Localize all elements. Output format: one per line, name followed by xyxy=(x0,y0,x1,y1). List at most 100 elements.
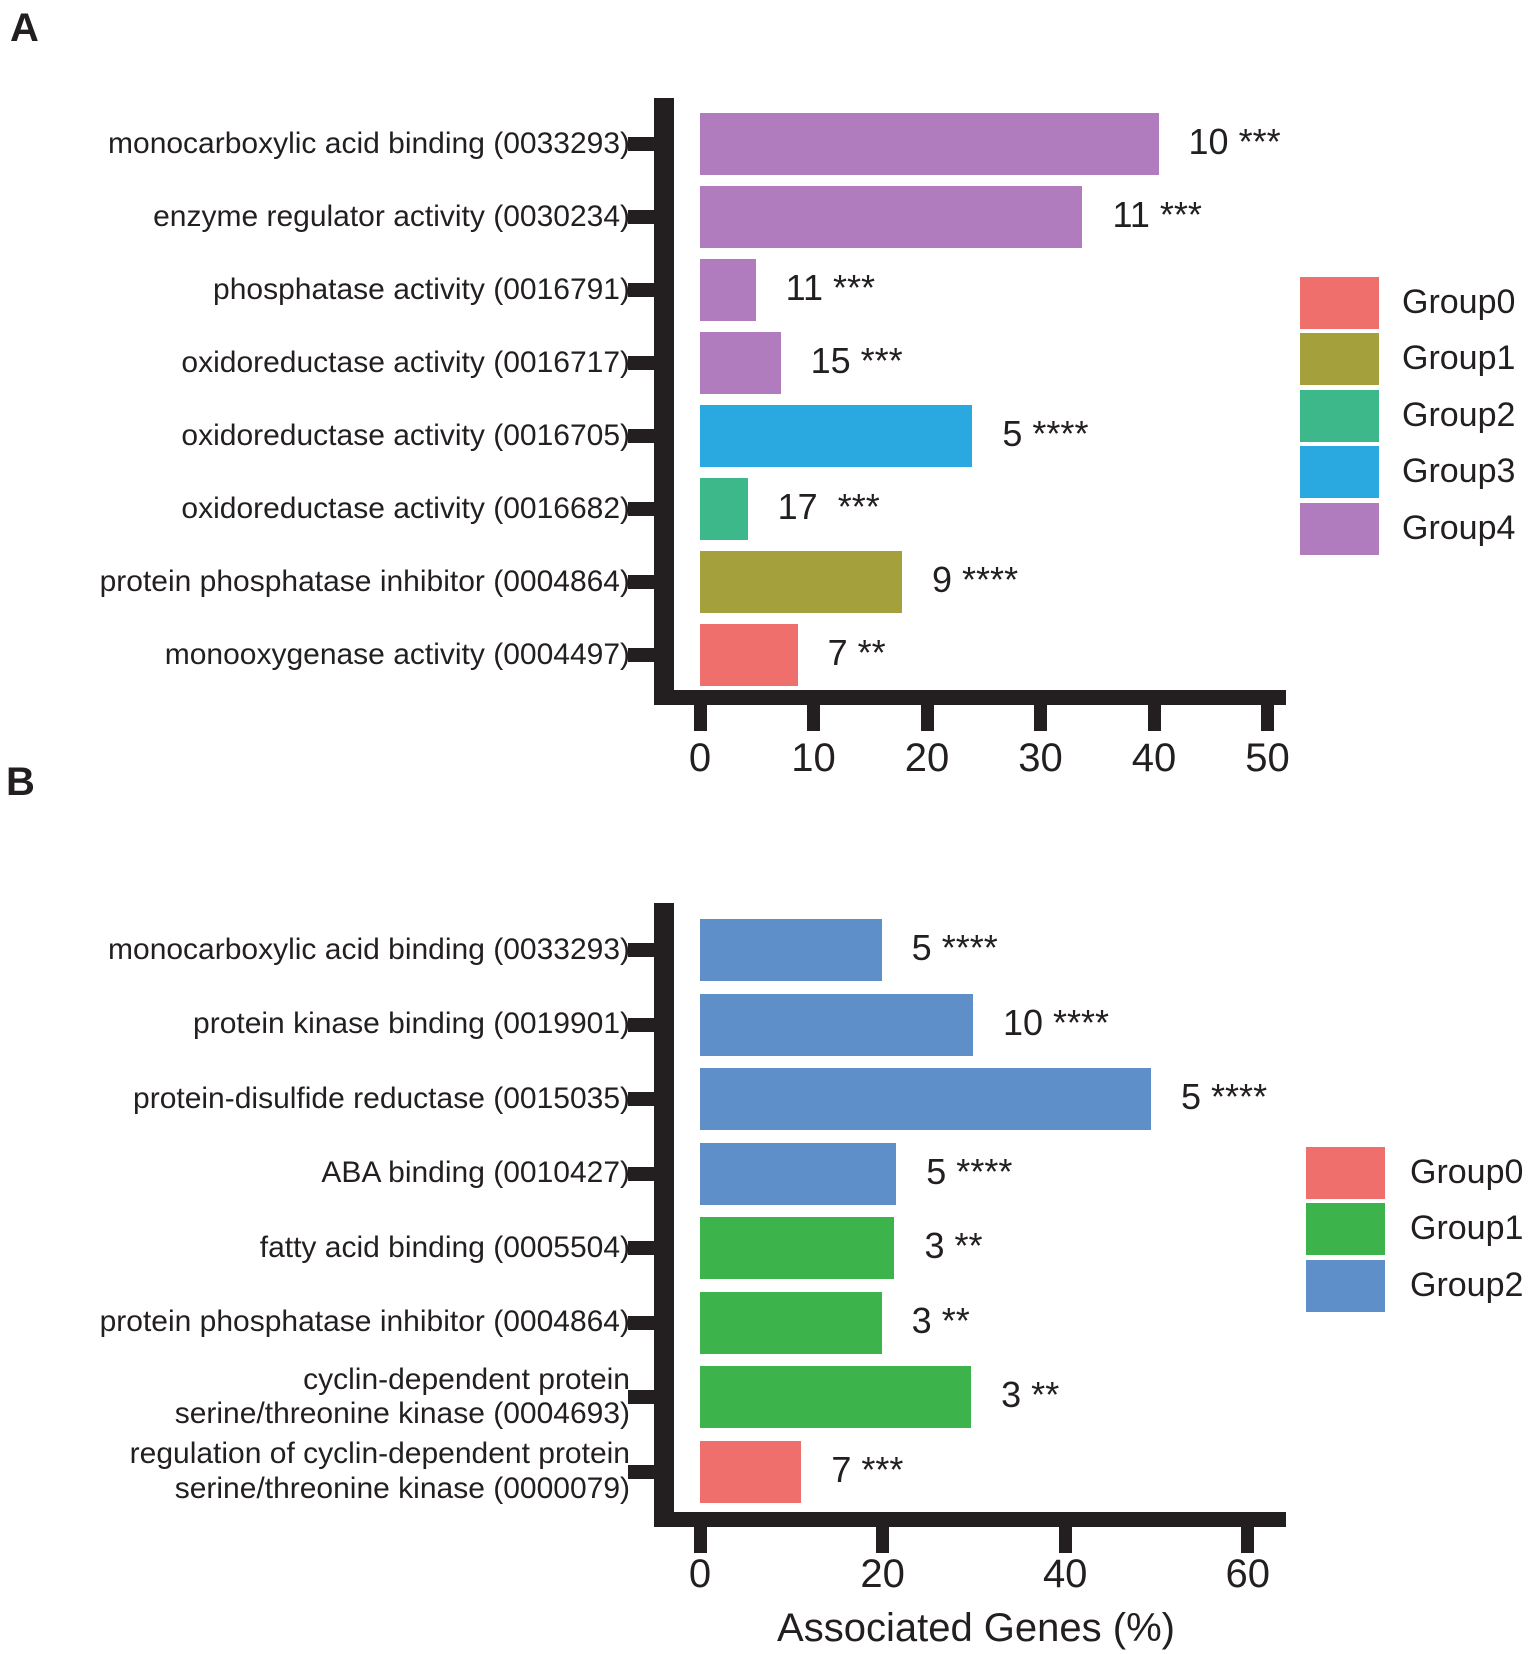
category-label-text: monocarboxylic acid binding (0033293) xyxy=(108,127,630,162)
category-label: enzyme regulator activity (0030234) xyxy=(0,181,630,254)
x-tick-label: 30 xyxy=(1018,736,1063,780)
category-label: protein-disulfide reductase (0015035) xyxy=(0,1062,630,1137)
bar-annotation: 7 ** xyxy=(827,632,886,673)
bar xyxy=(700,332,781,394)
x-tick-label: 20 xyxy=(904,736,950,780)
category-label-text: protein phosphatase inhibitor (0004864) xyxy=(100,1305,630,1340)
x-tick-label: 40 xyxy=(1042,1552,1088,1596)
category-label: monocarboxylic acid binding (0033293) xyxy=(0,913,630,988)
category-label-line: oxidoreductase activity (0016682) xyxy=(181,491,630,525)
bar xyxy=(700,1440,802,1503)
bar-annotation: 9 **** xyxy=(932,559,1019,600)
x-tick xyxy=(693,705,707,731)
category-label: monocarboxylic acid binding (0033293) xyxy=(0,108,630,181)
category-label: phosphatase activity (0016791) xyxy=(0,254,630,327)
bar-annotation: 11 *** xyxy=(1112,194,1202,235)
bar xyxy=(700,551,903,613)
x-tick xyxy=(1034,705,1047,731)
category-tick xyxy=(628,210,654,224)
category-tick xyxy=(628,1092,654,1106)
bar xyxy=(700,478,748,540)
legend-swatch xyxy=(1300,446,1379,499)
x-tick-label: 60 xyxy=(1225,1552,1271,1596)
panel-b-letter: B xyxy=(6,760,35,804)
category-label: fatty acid binding (0005504) xyxy=(0,1211,630,1286)
category-tick xyxy=(628,283,654,297)
y-axis-spine xyxy=(654,98,674,705)
category-tick xyxy=(628,1166,654,1181)
bar xyxy=(700,1366,972,1428)
bar xyxy=(700,1217,895,1279)
bar-annotation: 3 ** xyxy=(924,1225,983,1266)
category-label-line: ABA binding (0010427) xyxy=(321,1156,630,1190)
category-label-line: protein phosphatase inhibitor (0004864) xyxy=(99,1305,630,1339)
bar xyxy=(700,1142,897,1205)
category-label: protein phosphatase inhibitor (0004864) xyxy=(0,546,630,619)
category-label-text: ABA binding (0010427) xyxy=(321,1156,630,1191)
category-tick xyxy=(628,502,654,516)
x-tick-label: 10 xyxy=(791,736,836,780)
category-label-text: cyclin-dependent protein serine/threonine… xyxy=(175,1363,630,1432)
x-tick-label: 40 xyxy=(1131,736,1177,780)
x-tick-label: 0 xyxy=(688,736,712,780)
bar xyxy=(700,186,1083,248)
bar-annotation: 17 *** xyxy=(777,486,880,527)
category-label-text: oxidoreductase activity (0016705) xyxy=(181,419,630,454)
y-axis-spine xyxy=(654,903,674,1527)
bar xyxy=(700,919,882,981)
x-tick xyxy=(920,705,934,731)
legend-label: Group1 xyxy=(1410,1209,1524,1248)
category-label: monooxygenase activity (0004497) xyxy=(0,619,630,692)
category-label-line: regulation of cyclin-dependent protein xyxy=(129,1437,630,1470)
category-label: cyclin-dependent protein serine/threonine… xyxy=(0,1360,630,1435)
x-tick xyxy=(1058,1527,1072,1553)
bar xyxy=(700,624,798,686)
category-label-line: protein-disulfide reductase (0015035) xyxy=(133,1081,630,1115)
category-tick xyxy=(628,1315,654,1330)
category-label-line: oxidoreductase activity (0016717) xyxy=(181,345,630,379)
bar-annotation: 15 *** xyxy=(810,340,903,381)
category-tick xyxy=(628,1241,654,1255)
category-label-text: phosphatase activity (0016791) xyxy=(213,273,630,308)
category-label-text: monocarboxylic acid binding (0033293) xyxy=(108,933,630,968)
category-label-line: monocarboxylic acid binding (0033293) xyxy=(108,126,630,160)
bar xyxy=(700,405,973,467)
category-tick xyxy=(628,1390,654,1404)
category-label-text: oxidoreductase activity (0016682) xyxy=(181,492,630,527)
legend-label: Group3 xyxy=(1402,452,1516,491)
x-tick-label: 0 xyxy=(688,1552,712,1596)
panel-a-letter: A xyxy=(10,6,39,50)
x-tick xyxy=(807,705,820,731)
category-label: oxidoreductase activity (0016705) xyxy=(0,400,630,473)
category-label-line: protein kinase binding (0019901) xyxy=(193,1007,630,1041)
bar-annotation: 10 **** xyxy=(1002,1001,1110,1043)
x-tick xyxy=(1241,1527,1255,1553)
x-tick xyxy=(1261,705,1274,731)
category-label-line: phosphatase activity (0016791) xyxy=(213,272,630,306)
category-label: protein kinase binding (0019901) xyxy=(0,987,630,1062)
bar-annotation: 5 **** xyxy=(926,1150,1013,1192)
x-tick-label: 20 xyxy=(860,1552,905,1596)
category-label-text: protein kinase binding (0019901) xyxy=(193,1007,630,1042)
bar-annotation: 7 *** xyxy=(831,1448,904,1490)
x-axis-spine xyxy=(654,690,1286,705)
x-axis-title: Associated Genes (%) xyxy=(777,1606,1175,1650)
bar-annotation: 5 **** xyxy=(1181,1076,1268,1117)
bar xyxy=(700,1291,882,1354)
category-tick xyxy=(628,943,654,957)
legend-label: Group0 xyxy=(1410,1153,1524,1191)
category-label: protein phosphatase inhibitor (0004864) xyxy=(0,1285,630,1360)
category-label-line: monooxygenase activity (0004497) xyxy=(164,637,630,671)
category-label: ABA binding (0010427) xyxy=(0,1136,630,1211)
category-tick xyxy=(628,356,654,370)
category-tick xyxy=(628,137,654,151)
bar-annotation: 5 **** xyxy=(911,927,998,968)
category-label-text: regulation of cyclin-dependent protein se… xyxy=(130,1437,630,1506)
category-label-line: fatty acid binding (0005504) xyxy=(259,1230,630,1264)
bar xyxy=(700,259,756,321)
category-tick xyxy=(628,1017,654,1032)
x-tick xyxy=(1147,705,1161,731)
category-label-text: protein phosphatase inhibitor (0004864) xyxy=(100,565,630,600)
category-label: oxidoreductase activity (0016717) xyxy=(0,327,630,400)
